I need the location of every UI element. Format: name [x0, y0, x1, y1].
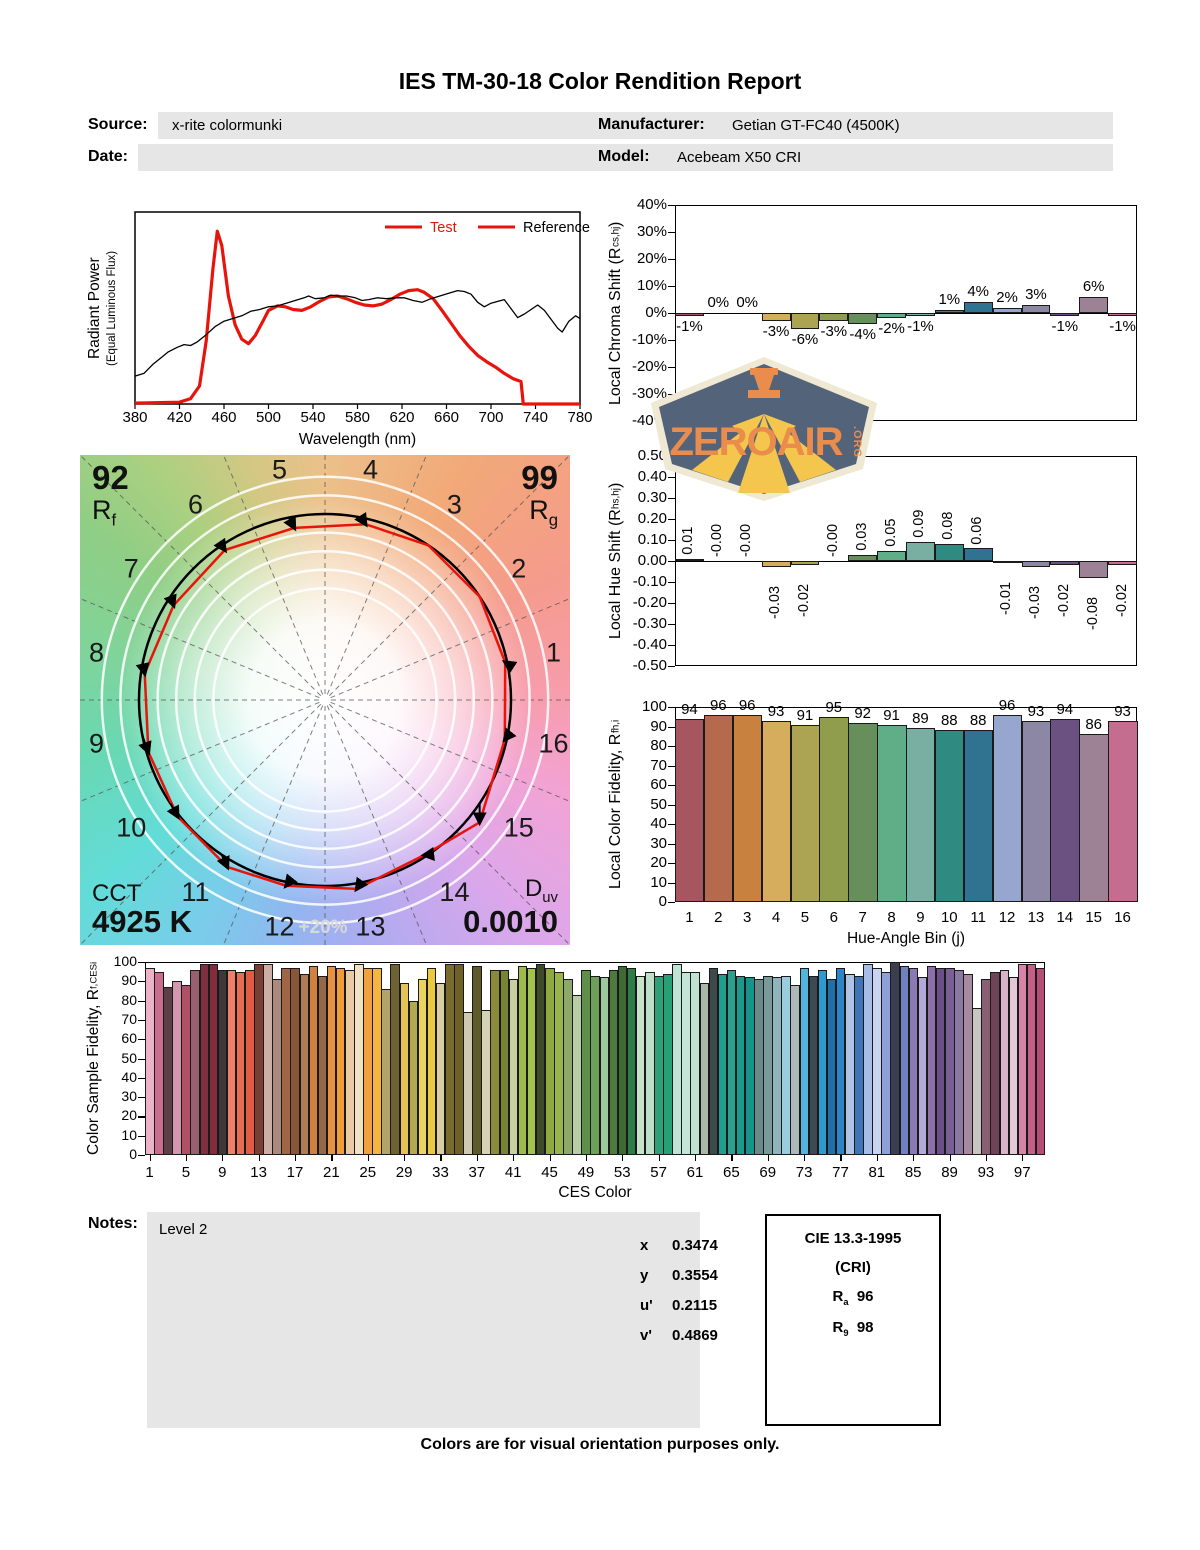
notes-box: Level 2 [147, 1212, 700, 1428]
svg-text:15: 15 [504, 813, 534, 843]
svg-text:540: 540 [300, 409, 325, 426]
svg-text:5: 5 [272, 455, 287, 485]
spd-y-label2: (Equal Luminous Flux) [106, 250, 118, 366]
svg-text:380: 380 [122, 409, 147, 426]
svg-text:660: 660 [434, 409, 459, 426]
page-title: IES TM-30-18 Color Rendition Report [398, 68, 802, 94]
svg-text:780: 780 [567, 409, 592, 426]
footer-note: Colors are for visual orientation purpos… [420, 1436, 780, 1453]
chromaticity-y: y 0.3554 [640, 1267, 718, 1284]
spd-plot: 380 420 460 500 540 580 620 660 700 740 780 Wavelen… [122, 211, 593, 448]
rf-score: 92 Rf [92, 459, 129, 530]
manufacturer-label: Manufacturer: [598, 116, 705, 133]
notes-text: Level 2 [159, 1221, 208, 1238]
cri-ra: Ra 96 [832, 1288, 874, 1307]
svg-text:.ORG: .ORG [851, 426, 863, 458]
svg-text:Test: Test [430, 220, 457, 236]
svg-text:9: 9 [89, 729, 104, 759]
svg-text:10: 10 [116, 813, 146, 843]
duv-value: Duv 0.0010 [463, 875, 558, 940]
source-field: x-rite colormunki [158, 112, 745, 139]
svg-text:500: 500 [256, 409, 281, 426]
fidelity-x-label: Hue-Angle Bin (j) [846, 930, 966, 947]
ces-x-label: CES Color [558, 1184, 632, 1201]
svg-text:8: 8 [89, 638, 104, 668]
svg-text:6: 6 [188, 489, 203, 519]
chromaticity-v: v' 0.4869 [640, 1327, 718, 1344]
color-vector-graphic: 1 2 3 4 5 6 7 8 9 10 11 12 13 14 15 16 +20% 92 Rf 99 Rg … [80, 455, 570, 945]
svg-text:740: 740 [523, 409, 548, 426]
cie-subtitle: (CRI) [835, 1259, 871, 1276]
svg-text:ZEROAIR: ZEROAIR [670, 420, 844, 464]
svg-text:Wavelength (nm): Wavelength (nm) [299, 431, 416, 448]
cct-value: CCT 4925 K [92, 880, 192, 940]
date-field [138, 144, 745, 171]
svg-text:4: 4 [363, 455, 378, 485]
cri-r9: R9 98 [832, 1319, 874, 1338]
notes-label: Notes: [88, 1215, 138, 1232]
manufacturer-field: Getian GT-FC40 (4500K) [718, 112, 1113, 139]
svg-text:420: 420 [167, 409, 192, 426]
rg-score: 99 Rg [521, 459, 558, 530]
zeroair-watermark-badge-icon: ZEROAIR .ORG [648, 356, 880, 502]
svg-text:12: 12 [265, 912, 295, 942]
model-label: Model: [598, 148, 650, 165]
svg-text:620: 620 [389, 409, 414, 426]
spd-y-label: Radiant Power [86, 257, 103, 359]
svg-text:2: 2 [511, 554, 526, 584]
svg-text:14: 14 [439, 877, 469, 907]
spectral-power-chart: Radiant Power (Equal Luminous Flux) 380 4… [80, 200, 595, 452]
svg-text:700: 700 [478, 409, 503, 426]
svg-text:460: 460 [211, 409, 236, 426]
chromaticity-u: u' 0.2115 [640, 1297, 718, 1314]
source-label: Source: [88, 116, 148, 133]
svg-text:13: 13 [355, 912, 385, 942]
svg-text:+20%: +20% [298, 917, 347, 938]
svg-text:580: 580 [345, 409, 370, 426]
local-hue-shift-chart: Local Hue Shift (R hs,hj) 0.50 0.40 0.30 0.2… [605, 447, 1161, 696]
svg-text:Reference: Reference [523, 220, 590, 236]
svg-text:7: 7 [124, 554, 139, 584]
chromaticity-x: x 0.3474 [640, 1237, 718, 1254]
model-field: Acebeam X50 CRI [663, 144, 1113, 171]
date-label: Date: [88, 148, 129, 165]
cie-title: CIE 13.3-1995 [804, 1230, 902, 1247]
svg-text:16: 16 [538, 729, 568, 759]
cie-cri-box: CIE 13.3-1995 (CRI) Ra 96 R9 98 [765, 1214, 941, 1426]
svg-text:3: 3 [447, 489, 462, 519]
svg-text:1: 1 [546, 638, 561, 668]
svg-text:11: 11 [182, 877, 210, 907]
